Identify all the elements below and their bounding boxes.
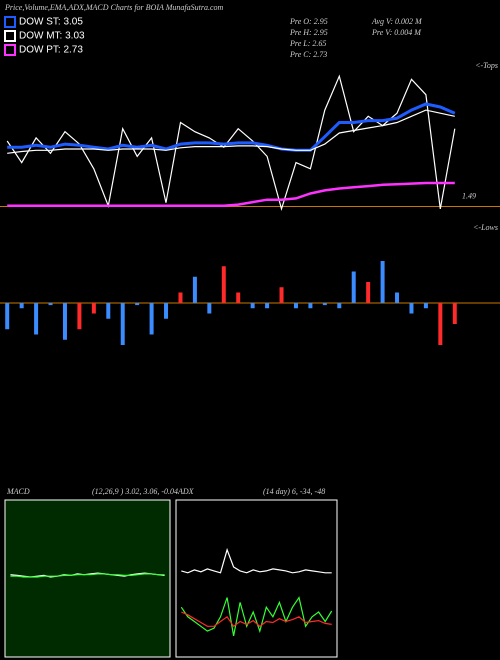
panel-subtitle: (14 day) 6, -34, -48 xyxy=(263,487,325,496)
legend-label: DOW ST: 3.05 xyxy=(19,17,83,28)
info-text: Pre H: 2.95 xyxy=(289,28,328,37)
info-text: Pre L: 2.65 xyxy=(289,39,326,48)
series-line xyxy=(181,611,332,628)
volume-bar xyxy=(452,303,457,324)
volume-bar xyxy=(106,303,111,319)
volume-bar xyxy=(337,303,342,309)
volume-bar xyxy=(178,292,183,303)
panel-annotation: <-Lows xyxy=(473,223,498,232)
page-title: Price,Volume,EMA,ADX,MACD Charts for BOI… xyxy=(4,3,223,12)
volume-bar xyxy=(91,303,96,314)
panel-background xyxy=(4,499,171,658)
volume-bar xyxy=(409,303,414,314)
volume-bar xyxy=(250,303,255,309)
legend-label: DOW PT: 2.73 xyxy=(19,45,83,56)
volume-bar xyxy=(120,303,125,345)
panel-title: ADX xyxy=(177,487,195,496)
volume-bar xyxy=(351,271,356,303)
volume-bar xyxy=(236,292,241,303)
series-line xyxy=(7,181,455,208)
volume-bar xyxy=(149,303,154,335)
volume-bar xyxy=(308,303,313,309)
volume-bar xyxy=(395,292,400,303)
volume-bar xyxy=(164,303,169,319)
volume-bar xyxy=(380,261,385,303)
series-line xyxy=(10,573,165,578)
volume-bar xyxy=(366,282,371,303)
volume-bar xyxy=(48,303,53,306)
volume-bar xyxy=(5,303,10,330)
info-text: Pre O: 2.95 xyxy=(289,17,328,26)
legend-swatch xyxy=(4,16,16,28)
volume-bar xyxy=(192,276,197,303)
info-text: Pre V: 0.004 M xyxy=(371,28,422,37)
info-text: Avg V: 0.002 M xyxy=(371,17,423,26)
volume-bar xyxy=(77,303,82,330)
volume-bar xyxy=(135,303,140,306)
volume-bar xyxy=(279,287,284,303)
series-line xyxy=(180,596,333,637)
volume-bar xyxy=(62,303,67,340)
legend-swatch xyxy=(4,44,16,56)
volume-bar xyxy=(19,303,24,309)
series-line xyxy=(6,74,456,212)
legend-swatch xyxy=(4,30,16,42)
panel-annotation: <-Tops xyxy=(475,61,498,70)
series-line xyxy=(7,102,456,152)
volume-bar xyxy=(207,303,212,314)
series-line xyxy=(181,547,332,574)
panel-subtitle: (12,26,9 ) 3.02, 3.06, -0.04 xyxy=(92,487,178,496)
volume-bar xyxy=(34,303,39,335)
legend-label: DOW MT: 3.03 xyxy=(19,31,85,42)
reference-label: 1.49 xyxy=(462,191,476,200)
volume-bar xyxy=(221,266,226,303)
info-text: Pre C: 2.73 xyxy=(289,50,327,59)
volume-bar xyxy=(322,303,327,306)
panel-background xyxy=(175,499,338,658)
volume-bar xyxy=(423,303,428,309)
series-line xyxy=(7,109,455,154)
volume-bar xyxy=(265,303,270,309)
volume-bar xyxy=(438,303,443,345)
panel-title: MACD xyxy=(6,487,30,496)
volume-bar xyxy=(293,303,298,309)
